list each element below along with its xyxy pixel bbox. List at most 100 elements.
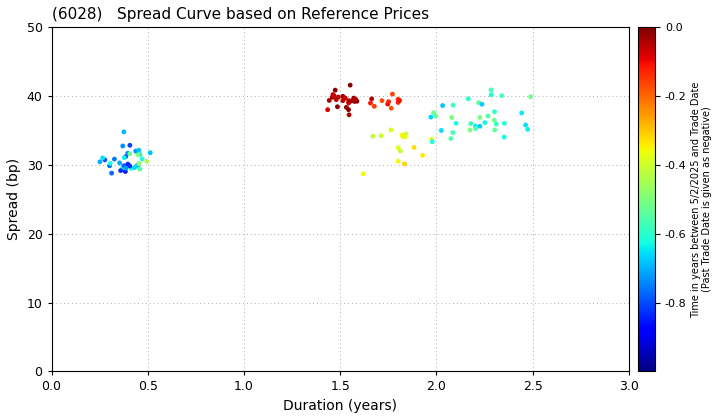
Point — [104, 160, 116, 167]
Point — [382, 101, 393, 108]
Point — [516, 110, 528, 116]
Point — [134, 166, 145, 173]
Point — [327, 91, 338, 98]
Point — [482, 113, 494, 119]
Point — [129, 164, 140, 171]
Point — [462, 95, 474, 102]
Y-axis label: Spread (bp): Spread (bp) — [7, 158, 21, 240]
Point — [124, 150, 135, 157]
Point — [323, 97, 335, 104]
Point — [520, 122, 531, 129]
Point — [132, 152, 144, 158]
Point — [115, 167, 127, 174]
Point — [130, 148, 141, 155]
Point — [525, 93, 536, 100]
Point — [122, 150, 133, 157]
Point — [119, 154, 130, 161]
Point — [343, 97, 354, 104]
Point — [109, 156, 120, 163]
Point — [332, 103, 343, 110]
Point — [120, 165, 132, 171]
Point — [117, 164, 128, 171]
Point — [465, 120, 477, 127]
Point — [369, 103, 380, 110]
Point — [120, 168, 131, 175]
Point — [426, 136, 437, 142]
Point — [367, 133, 379, 139]
Point — [383, 98, 395, 105]
Point — [387, 91, 398, 97]
Point — [94, 158, 106, 165]
Point — [338, 94, 350, 101]
Point — [408, 144, 420, 151]
Point — [400, 134, 411, 140]
Point — [364, 100, 376, 107]
Point — [490, 121, 502, 127]
Point — [488, 117, 500, 123]
Point — [447, 102, 459, 108]
Point — [498, 134, 510, 141]
Point — [131, 163, 143, 169]
Point — [425, 114, 436, 121]
Point — [479, 119, 490, 126]
Point — [447, 129, 459, 136]
Point — [485, 87, 497, 93]
Point — [337, 93, 348, 100]
Point — [328, 92, 340, 99]
Point — [104, 163, 115, 169]
Y-axis label: Time in years between 5/2/2025 and Trade Date
(Past Trade Date is given as negat: Time in years between 5/2/2025 and Trade… — [690, 81, 712, 318]
Point — [117, 142, 129, 149]
Point — [333, 94, 344, 100]
Point — [394, 97, 405, 104]
Point — [346, 98, 357, 105]
Point — [337, 97, 348, 104]
Point — [396, 132, 408, 139]
Point — [474, 123, 486, 130]
Point — [343, 100, 354, 106]
Point — [392, 99, 404, 106]
Point — [133, 147, 145, 153]
Point — [348, 98, 360, 105]
Point — [351, 98, 363, 105]
Point — [327, 94, 338, 101]
Point — [366, 95, 377, 102]
Point — [485, 92, 497, 98]
Point — [446, 114, 457, 121]
Point — [124, 163, 135, 169]
Point — [469, 123, 481, 130]
Point — [344, 82, 356, 89]
Point — [375, 132, 387, 139]
Point — [445, 135, 456, 142]
Point — [99, 157, 111, 163]
Point — [399, 160, 410, 167]
Point — [133, 160, 145, 167]
Point — [436, 127, 447, 134]
Point — [145, 150, 156, 156]
Point — [385, 126, 397, 133]
Point — [522, 126, 534, 133]
Point — [125, 165, 137, 172]
Point — [430, 113, 441, 119]
Point — [377, 97, 388, 104]
Point — [417, 152, 428, 159]
Point — [392, 158, 404, 165]
Point — [136, 156, 148, 163]
Point — [141, 158, 153, 165]
Point — [470, 125, 482, 132]
Point — [385, 105, 397, 112]
Point — [124, 142, 135, 149]
Point — [395, 148, 406, 155]
Point — [489, 126, 500, 133]
Text: (6028)   Spread Curve based on Reference Prices: (6028) Spread Curve based on Reference P… — [52, 7, 428, 22]
Point — [114, 160, 125, 166]
Point — [343, 106, 354, 113]
Point — [426, 138, 438, 145]
Point — [96, 155, 108, 161]
X-axis label: Duration (years): Duration (years) — [283, 399, 397, 413]
Point — [489, 108, 500, 115]
Point — [392, 144, 404, 151]
Point — [473, 99, 485, 106]
Point — [330, 96, 342, 103]
Point — [341, 104, 352, 111]
Point — [348, 95, 359, 102]
